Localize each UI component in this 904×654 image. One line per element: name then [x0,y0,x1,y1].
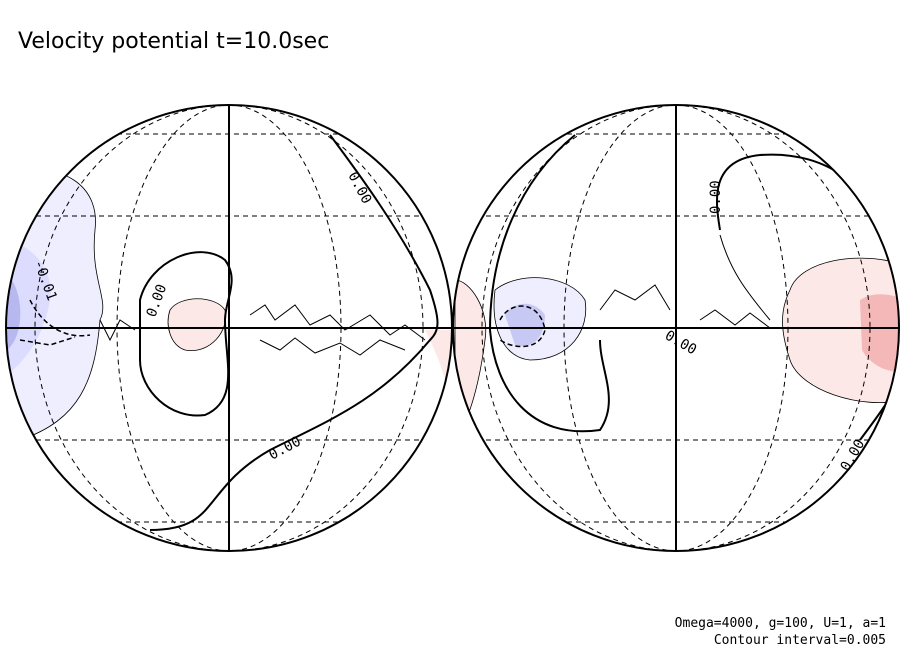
contour-label: 0.00 [708,180,724,214]
contour-line [488,134,610,433]
title: Velocity potential t=10.0sec [18,29,329,54]
contour-line [149,134,439,531]
footer-params: Omega=4000, g=100, U=1, a=1 [675,616,886,631]
shade-red-4 [782,257,899,403]
shade-blue-3 [6,270,21,355]
footer-interval: Contour interval=0.005 [714,633,886,648]
contour-line [19,299,91,346]
contour-line [249,304,426,356]
contour-line [99,319,136,342]
shade-red [167,298,227,352]
shade-red-5 [860,294,899,372]
contour-line [599,234,771,329]
shade-blue-5 [505,303,545,347]
contour-line [499,305,546,348]
contour-line [139,251,233,417]
